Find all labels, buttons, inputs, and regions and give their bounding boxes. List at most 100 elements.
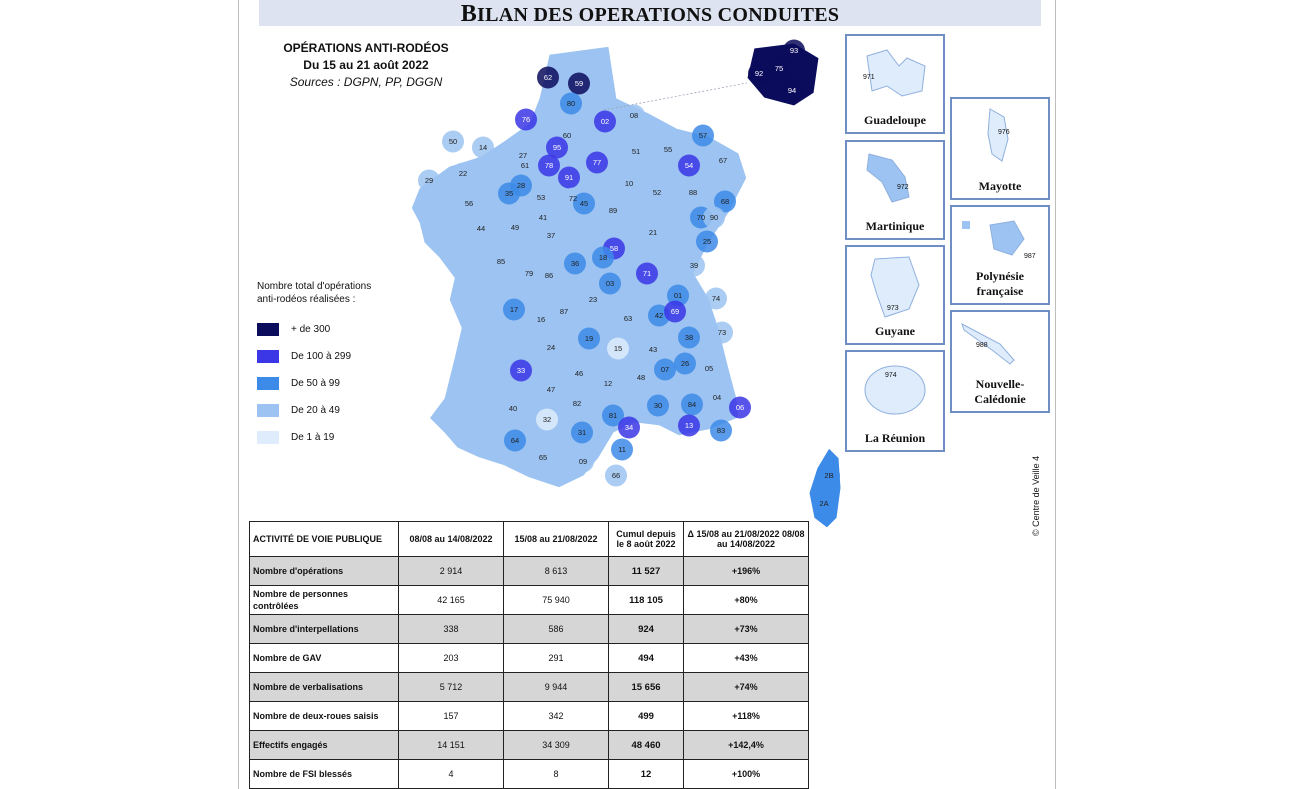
legend-swatch xyxy=(257,350,279,363)
department-label-16: 16 xyxy=(537,315,545,324)
map-title: OPÉRATIONS ANTI-RODÉOS Du 15 au 21 août … xyxy=(261,40,471,91)
table-row: Nombre de GAV 203 291 494 +43% xyxy=(249,643,809,673)
cumul-value: 924 xyxy=(608,614,684,644)
department-fill-71 xyxy=(636,262,658,285)
department-label-82: 82 xyxy=(573,399,581,408)
dom-name: Martinique xyxy=(865,219,925,233)
department-fill-54 xyxy=(678,154,700,177)
variation-value: +74% xyxy=(683,672,809,702)
department-fill-88 xyxy=(682,181,704,204)
department-fill-95 xyxy=(546,136,568,159)
department-label-77: 77 xyxy=(593,158,601,167)
department-label-01: 01 xyxy=(674,291,682,300)
prev-week-value: 338 xyxy=(398,614,504,644)
department-label-83: 83 xyxy=(717,426,725,435)
department-label-2A: 2A xyxy=(819,499,828,508)
dom-name: Guadeloupe xyxy=(863,113,926,127)
department-label-92: 92 xyxy=(755,69,763,78)
department-label-63: 63 xyxy=(624,314,632,323)
legend-title-line2: anti-rodéos réalisées : xyxy=(257,294,356,305)
inset-connector-line xyxy=(603,82,748,111)
department-fill-84 xyxy=(681,393,703,416)
department-fill-43 xyxy=(642,338,664,361)
department-fill-59 xyxy=(568,72,590,95)
department-label-71: 71 xyxy=(643,269,651,278)
department-fill-03 xyxy=(599,272,621,295)
department-fill-12 xyxy=(597,372,619,395)
department-label-2B: 2B xyxy=(824,471,833,480)
variation-value: +118% xyxy=(683,701,809,731)
variation-value: +196% xyxy=(683,556,809,586)
row-label: Effectifs engagés xyxy=(249,730,399,760)
department-label-33: 33 xyxy=(517,366,525,375)
department-label-87: 87 xyxy=(560,307,568,316)
department-label-81: 81 xyxy=(609,411,617,420)
department-fill-19 xyxy=(578,327,600,350)
nouvelle-caledonie-shape xyxy=(961,322,1015,365)
col-header: Cumul depuis le 8 août 2022 xyxy=(608,521,684,557)
department-label-85: 85 xyxy=(497,257,505,266)
activity-table: ACTIVITÉ DE VOIE PUBLIQUE 08/08 au 14/08… xyxy=(249,521,809,789)
department-label-03: 03 xyxy=(606,279,614,288)
page-title-banner: BILAN DES OPERATIONS CONDUITES xyxy=(259,0,1041,27)
dom-name: Polynésie française xyxy=(976,269,1024,298)
department-fill-63 xyxy=(617,307,639,330)
variation-value: +80% xyxy=(683,585,809,615)
department-fill-79 xyxy=(518,262,540,285)
current-week-value: 9 944 xyxy=(503,672,609,702)
department-label-27: 27 xyxy=(519,151,527,160)
department-label-39: 39 xyxy=(690,261,698,270)
row-label: Nombre de deux-roues saisis xyxy=(249,701,399,731)
current-week-value: 75 940 xyxy=(503,585,609,615)
department-fill-87 xyxy=(553,300,575,323)
overseas-box-polynesie: 987 Polynésie française xyxy=(950,205,1050,305)
department-fill-24 xyxy=(540,336,562,359)
department-fill-08 xyxy=(623,104,645,127)
dom-code: 973 xyxy=(887,305,899,312)
table-row: Effectifs engagés 14 151 34 309 48 460 +142,… xyxy=(249,730,809,760)
department-fill-73 xyxy=(711,321,733,344)
department-fill-36 xyxy=(564,252,586,275)
banner-text: ILAN DES OPERATIONS CONDUITES xyxy=(477,4,840,26)
department-fill-77 xyxy=(586,151,608,174)
department-label-91: 91 xyxy=(565,173,573,182)
department-label-72: 72 xyxy=(569,194,577,203)
department-fill-48 xyxy=(630,366,652,389)
department-label-05: 05 xyxy=(705,364,713,373)
martinique-shape xyxy=(866,153,910,203)
overseas-box-guyane: 973 Guyane xyxy=(845,245,945,345)
department-label-75: 75 xyxy=(775,64,783,73)
prev-week-value: 4 xyxy=(398,759,504,789)
table-body: Nombre d'opérations 2 914 8 613 11 527 +196%… xyxy=(249,556,809,789)
current-week-value: 586 xyxy=(503,614,609,644)
department-fill-29 xyxy=(418,169,440,192)
department-label-86: 86 xyxy=(545,271,553,280)
department-fill-67 xyxy=(712,149,734,172)
department-label-78: 78 xyxy=(545,161,553,170)
department-fill-18 xyxy=(592,246,614,269)
department-label-68: 68 xyxy=(721,197,729,206)
prev-week-value: 42 165 xyxy=(398,585,504,615)
table-row: Nombre d'opérations 2 914 8 613 11 527 +196% xyxy=(249,556,809,586)
row-label: Nombre de GAV xyxy=(249,643,399,673)
department-fill-30 xyxy=(647,394,669,417)
department-fill-11 xyxy=(611,438,633,461)
polynesie-shape xyxy=(962,220,1025,256)
department-fill-22 xyxy=(452,162,474,185)
variation-value: +73% xyxy=(683,614,809,644)
department-fill-81 xyxy=(602,404,624,427)
map-title-line2: Du 15 au 21 août 2022 xyxy=(303,58,429,72)
department-fill-93 xyxy=(783,39,805,62)
department-label-59: 59 xyxy=(575,79,583,88)
department-label-44: 44 xyxy=(477,224,485,233)
table-row: Nombre d'interpellations 338 586 924 +73% xyxy=(249,614,809,644)
col-header: 08/08 au 14/08/2022 xyxy=(398,521,504,557)
department-fill-23 xyxy=(582,288,604,311)
department-label-32: 32 xyxy=(543,415,551,424)
department-fill-65 xyxy=(532,446,554,469)
copyright-credit: © Centre de Veille 4 xyxy=(1031,440,1043,540)
department-label-48: 48 xyxy=(637,373,645,382)
department-fill-49 xyxy=(504,216,526,239)
department-fill-09 xyxy=(572,450,594,473)
